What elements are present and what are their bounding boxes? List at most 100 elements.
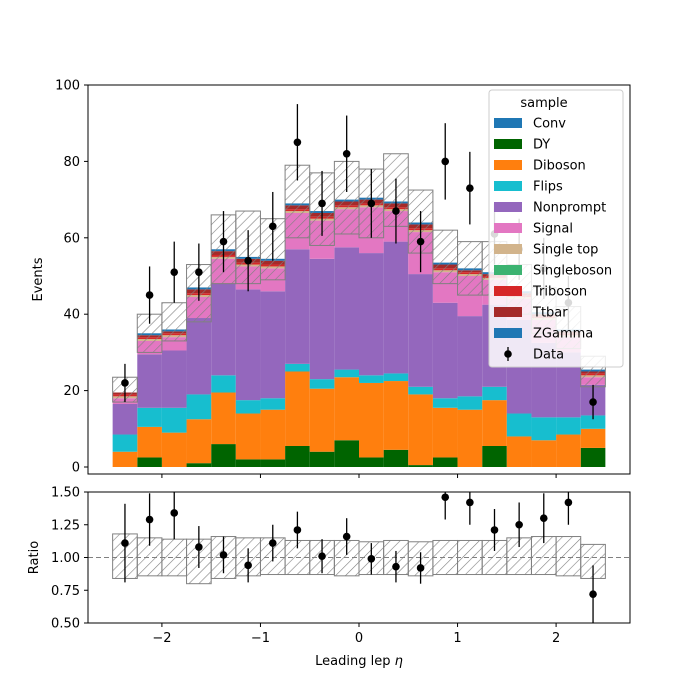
bar-nonprompt-11 xyxy=(383,241,409,374)
legend-data-marker xyxy=(504,350,512,358)
uncertainty-band-bin-14 xyxy=(457,241,483,296)
legend-label-2: Diboson xyxy=(533,159,586,174)
bar-flips-9 xyxy=(334,369,359,378)
data-point-13 xyxy=(441,157,450,166)
bar-diboson-4 xyxy=(211,392,236,445)
ratio-point-18 xyxy=(564,498,573,507)
ratio-band-bin-2 xyxy=(161,538,188,577)
main-y-tick-label-5: 100 xyxy=(55,79,80,94)
legend-swatch-0 xyxy=(494,118,522,128)
bar-diboson-11 xyxy=(383,381,409,450)
bar-dy-8 xyxy=(309,451,335,467)
ratio-y-tick-label-0: 0.50 xyxy=(51,617,80,632)
bar-nonprompt-7 xyxy=(285,249,310,364)
ratio-x-tick-label-1: −1 xyxy=(251,631,270,646)
ratio-point-16 xyxy=(515,520,523,529)
bar-nonprompt-12 xyxy=(408,274,433,387)
bar-diboson-1 xyxy=(137,426,162,458)
bar-flips-12 xyxy=(408,386,433,395)
bar-flips-6 xyxy=(260,398,286,410)
bar-dy-6 xyxy=(260,459,286,467)
bar-dy-7 xyxy=(285,445,310,467)
legend-swatch-2 xyxy=(494,160,522,170)
bar-flips-2 xyxy=(161,407,187,433)
data-point-10 xyxy=(367,199,376,208)
data-point-0 xyxy=(121,379,129,387)
legend-swatch-7 xyxy=(494,265,522,275)
uncertainty-band-bin-13 xyxy=(432,229,459,285)
ratio-point-17 xyxy=(539,514,548,522)
ratio-y-tick-label-3: 1.25 xyxy=(51,518,80,533)
main-y-tick-label-0: 0 xyxy=(72,461,80,476)
bar-flips-14 xyxy=(457,396,483,410)
bar-diboson-10 xyxy=(359,382,384,458)
ratio-point-15 xyxy=(490,526,499,534)
legend-label-8: Triboson xyxy=(532,285,587,300)
legend-box xyxy=(488,89,624,368)
main-y-tick-label-3: 60 xyxy=(63,231,80,246)
bar-diboson-12 xyxy=(408,394,433,466)
legend-label-3: Flips xyxy=(533,180,563,195)
data-point-12 xyxy=(416,237,425,246)
legend-swatch-5 xyxy=(494,223,522,233)
main-y-axis-label: Events xyxy=(31,257,46,301)
bar-nonprompt-2 xyxy=(161,350,187,408)
bar-diboson-9 xyxy=(334,377,359,441)
data-point-8 xyxy=(318,199,326,208)
ratio-band-bin-14 xyxy=(457,539,483,576)
legend-label-data: Data xyxy=(533,348,564,363)
bar-diboson-15 xyxy=(482,400,507,446)
ratio-point-9 xyxy=(342,532,351,541)
bar-diboson-14 xyxy=(457,409,483,467)
ratio-point-1 xyxy=(145,515,154,524)
bar-nonprompt-1 xyxy=(137,354,162,408)
legend-swatch-8 xyxy=(494,286,522,296)
x-axis-label: Leading lep η xyxy=(315,654,403,669)
data-point-14 xyxy=(466,184,474,192)
bar-diboson-2 xyxy=(161,432,187,467)
main-y-tick-label-4: 80 xyxy=(63,155,80,170)
data-point-1 xyxy=(145,291,154,299)
bar-flips-11 xyxy=(383,373,409,382)
ratio-y-tick-label-2: 1.00 xyxy=(51,551,80,566)
bar-diboson-16 xyxy=(506,436,532,467)
bar-diboson-3 xyxy=(186,419,212,464)
bar-dy-4 xyxy=(211,444,236,467)
ratio-panel: −2 −1 0 1 2 0.50 0.75 1.00 1.25 1.50 Ratio Leadi… xyxy=(27,486,631,669)
data-point-2 xyxy=(170,268,179,276)
uncertainty-band-bin-2 xyxy=(161,302,188,342)
legend-swatch-9 xyxy=(494,307,522,317)
data-point-19 xyxy=(589,398,597,406)
bar-dy-5 xyxy=(235,459,261,467)
ratio-point-3 xyxy=(195,543,203,551)
legend-swatch-3 xyxy=(494,181,522,191)
bar-flips-15 xyxy=(482,386,507,401)
ratio-point-5 xyxy=(244,561,252,570)
data-point-3 xyxy=(195,268,203,276)
bar-dy-1 xyxy=(137,457,162,467)
uncertainty-band-bin-9 xyxy=(333,160,360,235)
main-y-tick-label-1: 20 xyxy=(63,384,80,399)
ratio-point-13 xyxy=(441,493,450,502)
ratio-point-2 xyxy=(170,509,179,517)
data-point-7 xyxy=(293,138,302,147)
legend-label-0: Conv xyxy=(533,117,566,132)
bar-dy-11 xyxy=(383,449,409,467)
bar-diboson-0 xyxy=(112,451,138,467)
bar-nonprompt-6 xyxy=(260,291,286,399)
legend-label-10: ZGamma xyxy=(533,327,593,342)
bar-dy-13 xyxy=(432,457,458,467)
legend-label-7: Singleboson xyxy=(533,264,612,279)
ratio-point-10 xyxy=(367,555,376,563)
bar-diboson-6 xyxy=(260,409,286,460)
legend-swatch-4 xyxy=(494,202,522,212)
bar-dy-3 xyxy=(186,463,212,467)
ratio-point-11 xyxy=(392,562,400,571)
ratio-x-tick-label-0: −2 xyxy=(152,631,171,646)
data-point-5 xyxy=(244,256,252,265)
main-y-tick-label-2: 40 xyxy=(63,308,80,323)
bar-flips-8 xyxy=(309,379,335,389)
legend-title: sample xyxy=(520,96,567,111)
bar-nonprompt-13 xyxy=(432,302,458,399)
